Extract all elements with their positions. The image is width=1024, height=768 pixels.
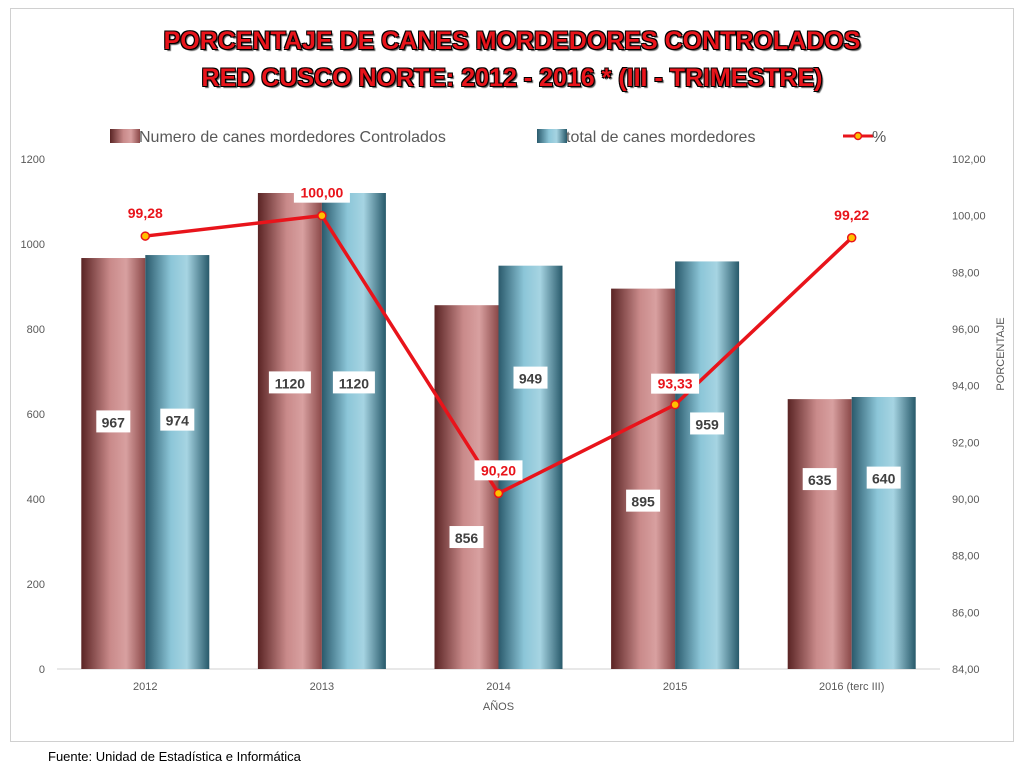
chart-title: PORCENTAJE DE CANES MORDEDORES CONTROLAD… [163, 27, 861, 55]
legend-swatch [537, 129, 567, 143]
percent-label-box [827, 204, 876, 225]
y-right-tick-label: 92,00 [952, 437, 980, 449]
x-axis-title: AÑOS [483, 700, 514, 713]
percent-label: 99,22 [834, 207, 869, 223]
percent-label-box [121, 203, 170, 224]
x-tick-label: 2015 [663, 681, 687, 693]
percent-point [846, 233, 857, 243]
data-label-box [690, 412, 725, 435]
data-label-box [160, 408, 195, 431]
y-tick-label: 1200 [21, 154, 45, 166]
data-label: 949 [519, 371, 543, 387]
percent-point [317, 210, 327, 221]
legend-label: % [872, 129, 886, 146]
legend-label: Numero de canes mordedores Controlados [139, 129, 446, 146]
data-label: 959 [695, 416, 719, 432]
x-tick-label: 2016 (terc III) [819, 681, 884, 693]
data-label: 967 [102, 414, 126, 430]
bar-total [145, 255, 210, 670]
y-right-tick-label: 84,00 [952, 664, 980, 676]
percent-label-box [293, 182, 350, 203]
y-tick-label: 400 [27, 494, 45, 506]
footer-source: Fuente: Unidad de Estadística e Informát… [48, 749, 301, 764]
chart-frame [10, 8, 1014, 742]
legend-label: total de canes mordedores [566, 129, 755, 146]
data-label-box [866, 466, 901, 489]
bar-controlled [81, 258, 146, 669]
x-tick-label: 2014 [486, 681, 510, 693]
bar-total [675, 261, 740, 669]
percent-label: 90,20 [481, 462, 516, 478]
y-right-tick-label: 102,00 [952, 154, 986, 166]
percent-point [140, 231, 151, 241]
data-label-box [449, 526, 484, 549]
y-tick-label: 0 [39, 664, 45, 676]
percent-label-box [474, 460, 523, 481]
data-label-box [332, 371, 375, 394]
x-tick-label: 2013 [310, 681, 334, 693]
data-label: 635 [808, 472, 832, 488]
y-tick-label: 200 [27, 579, 45, 591]
percent-label: 93,33 [658, 376, 693, 392]
data-label-box [268, 371, 311, 394]
data-label-box [626, 489, 661, 512]
bar-controlled [434, 305, 499, 669]
data-label-box [513, 366, 548, 389]
bar-controlled [611, 288, 676, 669]
data-label: 856 [455, 530, 479, 546]
data-label-box [96, 410, 131, 433]
y-tick-label: 1000 [21, 239, 45, 251]
percent-point [493, 488, 504, 499]
y-tick-label: 600 [27, 409, 45, 421]
y-tick-label: 800 [27, 324, 45, 336]
percent-point [670, 399, 680, 410]
bar-controlled [787, 399, 852, 669]
y-right-tick-label: 98,00 [952, 267, 980, 279]
chart-subtitle: RED CUSCO NORTE: 2012 - 2016 * (III - TR… [201, 64, 823, 92]
y-right-tick-label: 96,00 [952, 324, 980, 336]
bar-total [851, 397, 916, 669]
bar-controlled [257, 193, 322, 669]
data-label: 640 [872, 471, 896, 487]
data-label-box [802, 468, 837, 491]
data-label: 1120 [275, 375, 306, 391]
y-right-tick-label: 88,00 [952, 551, 980, 563]
y-right-tick-label: 100,00 [952, 211, 986, 223]
data-label: 895 [631, 494, 655, 510]
data-label: 974 [166, 413, 190, 429]
y-right-tick-label: 94,00 [952, 381, 980, 393]
x-tick-label: 2012 [133, 681, 157, 693]
y-right-tick-label: 86,00 [952, 607, 980, 619]
bar-total [321, 193, 386, 669]
legend-swatch-marker [853, 131, 863, 141]
percent-label-box [651, 373, 700, 394]
y-right-axis-title: PORCENTAJE [995, 317, 1007, 390]
y-right-tick-label: 90,00 [952, 494, 980, 506]
legend-swatch [110, 129, 140, 143]
percent-label: 100,00 [300, 185, 343, 201]
data-label: 1120 [339, 375, 370, 391]
percent-label: 99,28 [128, 205, 163, 221]
